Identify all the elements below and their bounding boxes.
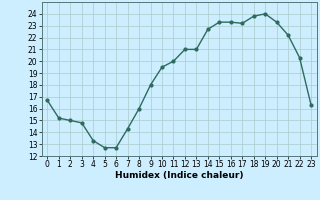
X-axis label: Humidex (Indice chaleur): Humidex (Indice chaleur) <box>115 171 244 180</box>
